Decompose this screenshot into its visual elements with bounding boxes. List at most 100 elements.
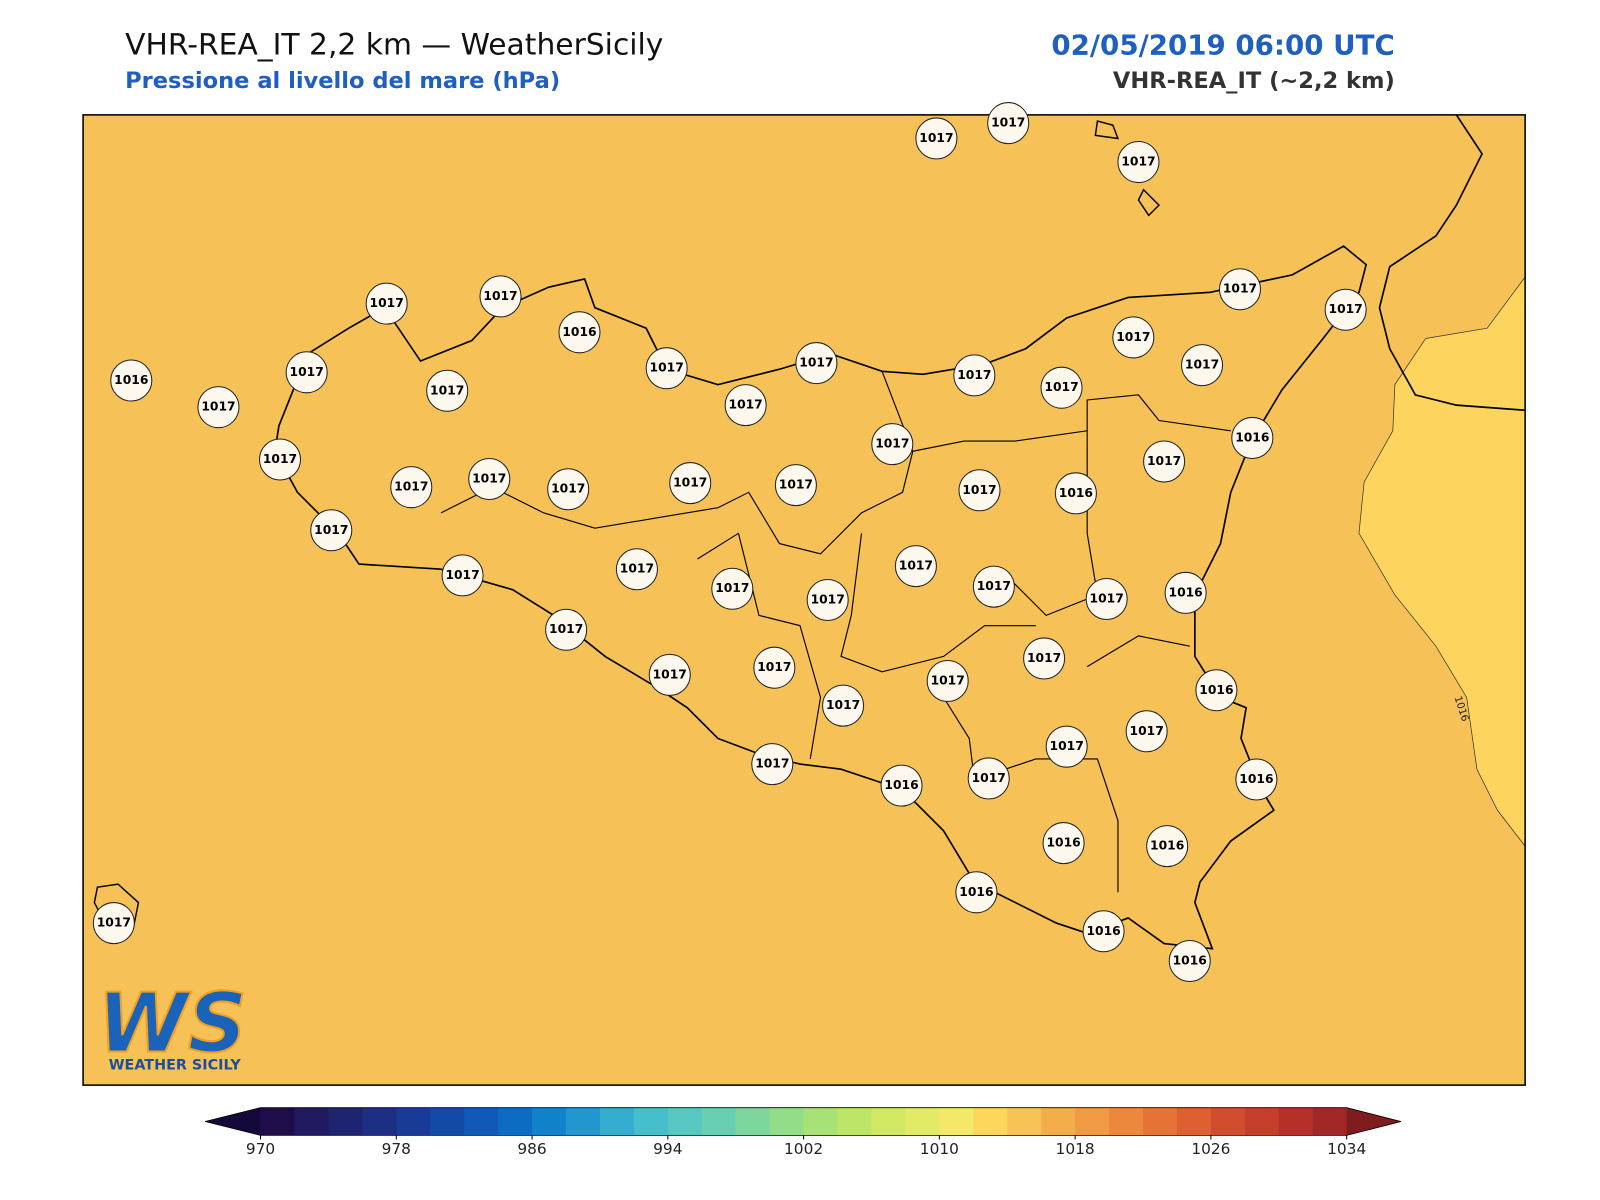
station-value: 1016 [1046,836,1080,850]
colorbar-tick-label: 970 [246,1140,275,1158]
station-value: 1017 [290,365,324,379]
colorbar-segment [1210,1107,1246,1136]
station-marker [1168,940,1211,983]
station-value: 1017 [1185,358,1219,372]
station-marker [1235,758,1278,801]
station-value: 1017 [977,579,1011,593]
station-marker [871,423,914,466]
station-marker [479,275,522,318]
colorbar-segment [430,1107,465,1136]
station-marker [894,545,937,588]
colorbar-segment [1278,1107,1314,1136]
colorbar-segment [532,1107,567,1136]
station-value: 1017 [263,452,297,466]
colorbar-tick-label: 1002 [784,1140,823,1158]
station-marker [1195,669,1238,712]
station-value: 1016 [1169,585,1203,599]
station-value: 1017 [931,674,965,688]
station-value: 1017 [653,667,687,681]
station-value: 1016 [959,885,993,899]
station-marker [310,509,353,552]
station-value: 1016 [1239,772,1273,786]
station-value: 1017 [551,482,585,496]
colorbar-segment [1176,1107,1212,1136]
colorbar-segment [837,1107,872,1136]
station-marker [1054,472,1097,515]
station-marker [1181,344,1224,387]
station-value: 1017 [1329,302,1363,316]
station-value: 1017 [1027,651,1061,665]
station-value: 1017 [729,398,763,412]
station-value: 1017 [314,523,348,537]
station-value: 1017 [1044,380,1078,394]
station-marker [1164,571,1207,614]
colorbar-segment [294,1107,329,1136]
colorbar-segment [939,1107,974,1136]
colorbar-tick-label: 1026 [1191,1140,1230,1158]
station-marker [545,608,588,651]
station-marker [972,565,1015,608]
station-marker [110,359,153,402]
station-marker [987,102,1030,145]
colorbar-over [1346,1107,1402,1136]
station-value: 1017 [875,437,909,451]
station-marker [955,871,998,914]
colorbar-tick-label: 1018 [1056,1140,1095,1158]
station-value: 1016 [884,778,918,792]
station-marker [724,384,767,427]
colorbar: 970 978 986 994 1002 1010 1018 1026 1034 [205,1107,1402,1158]
station-marker [1040,366,1083,409]
colorbar-tick-label: 1034 [1327,1140,1366,1158]
station-marker [953,354,996,397]
station-value: 1017 [370,296,404,310]
station-marker [1042,822,1085,865]
station-marker [926,660,969,703]
station-marker [258,438,302,481]
station-value: 1016 [562,325,596,339]
station-value: 1017 [620,562,654,576]
station-value: 1017 [1121,155,1155,169]
station-value: 1017 [549,622,583,636]
logo-text: WEATHER SICILY [109,1058,242,1074]
station-value: 1017 [811,593,845,607]
colorbar-segment [633,1107,669,1136]
station-marker [285,351,328,394]
station-value: 1017 [472,471,506,485]
station-value: 1017 [899,559,933,573]
colorbar-segment [735,1107,771,1136]
station-value: 1017 [1116,330,1150,344]
station-marker [915,117,958,160]
colorbar-segment [1041,1107,1076,1136]
station-marker [558,311,601,354]
station-value: 1017 [1223,282,1257,296]
map-background [83,114,1526,1086]
station-marker [711,567,754,610]
station-value: 1017 [972,771,1006,785]
station-value: 1017 [673,476,707,490]
colorbar-segment [701,1107,737,1136]
station-marker [547,468,590,511]
station-marker [822,684,865,727]
station-value: 1017 [779,478,813,492]
station-marker [1324,288,1367,331]
station-marker [1218,268,1262,311]
colorbar-segment [1075,1107,1110,1136]
station-value: 1016 [1086,924,1120,938]
station-value: 1017 [962,483,996,497]
station-marker [669,462,712,505]
station-value: 1017 [1050,739,1084,753]
station-marker [92,902,135,945]
station-marker [1082,910,1125,953]
station-marker [1125,710,1168,753]
station-marker [468,457,511,500]
colorbar-segment [1244,1107,1280,1136]
subtitle: Pressione al livello del mare (hPa) [125,68,560,94]
station-marker [1085,577,1128,620]
station-marker [753,646,796,689]
colorbar-segment [803,1107,839,1136]
station-value: 1017 [483,289,517,303]
pressure-zone [1358,276,1526,847]
station-value: 1017 [799,356,833,370]
station-value: 1017 [430,383,464,397]
station-value: 1016 [114,373,148,387]
